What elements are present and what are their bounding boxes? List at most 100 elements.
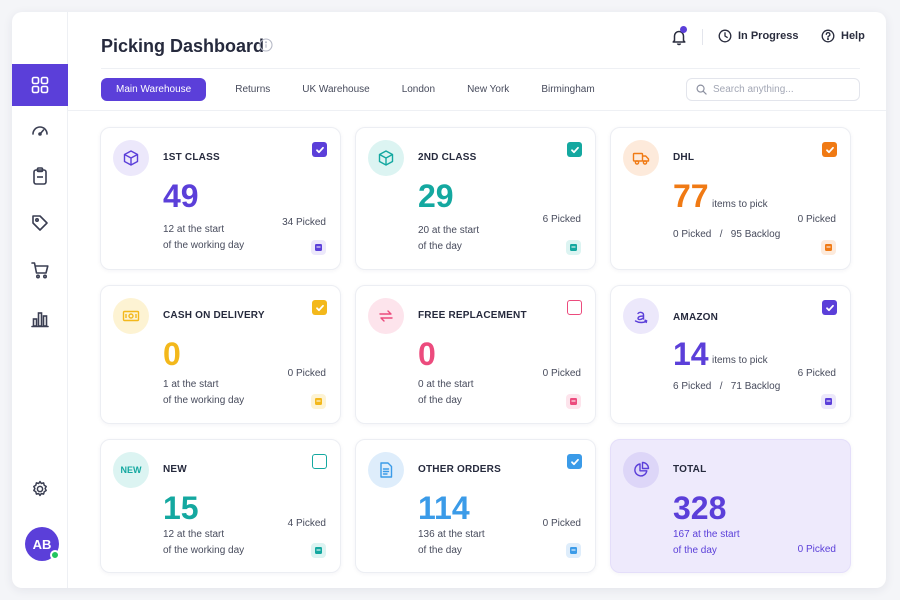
info-icon[interactable]	[259, 38, 273, 52]
bar-chart-icon	[31, 312, 49, 328]
card-start-line: 1 at the start	[163, 379, 219, 390]
tab-new-york[interactable]: New York	[467, 84, 510, 95]
header-divider-line	[101, 68, 860, 69]
card-action[interactable]	[311, 543, 326, 558]
card-new[interactable]: NEW NEW 15 12 at the start of the workin…	[100, 439, 341, 573]
card-picked: 0 Picked	[797, 544, 836, 555]
card-title: NEW	[163, 464, 187, 475]
tab-main-warehouse[interactable]: Main Warehouse	[101, 78, 207, 101]
card-action[interactable]	[821, 394, 836, 409]
card-start-subline: of the day	[418, 545, 462, 556]
card-start-subline: of the day	[673, 545, 717, 556]
card-checkbox[interactable]	[822, 142, 837, 157]
sidebar-item-orders[interactable]	[12, 250, 68, 290]
cart-icon	[31, 262, 49, 279]
card-cash-on-delivery[interactable]: CASH ON DELIVERY 0 1 at the start of the…	[100, 285, 341, 424]
sidebar-item-tasks[interactable]	[12, 156, 68, 196]
card-icon-wrap	[113, 140, 149, 176]
archive-icon	[315, 244, 322, 251]
tab-uk-warehouse[interactable]: UK Warehouse	[302, 84, 370, 95]
card-count: 77	[673, 178, 709, 214]
card-start-line: 12 at the start	[163, 224, 225, 235]
cash-icon	[122, 310, 140, 322]
checkmark-icon	[570, 458, 579, 465]
archive-icon	[570, 244, 577, 251]
card-action[interactable]	[566, 394, 581, 409]
avatar[interactable]: AB	[25, 527, 60, 561]
amazon-icon	[634, 311, 648, 324]
card-title: TOTAL	[673, 464, 707, 475]
in-progress-button[interactable]: In Progress	[718, 29, 799, 43]
card-icon-wrap: NEW	[113, 452, 149, 488]
card-checkbox[interactable]	[312, 300, 327, 315]
warehouse-tabs: Main Warehouse Returns UK Warehouse Lond…	[101, 78, 610, 101]
sidebar-item-reports[interactable]	[12, 299, 68, 339]
card-checkbox[interactable]	[567, 454, 582, 469]
checkmark-icon	[825, 304, 834, 311]
card-count: 49	[163, 178, 199, 214]
search-icon	[696, 84, 707, 95]
card-title: OTHER ORDERS	[418, 464, 501, 475]
card-checkbox[interactable]	[312, 142, 327, 157]
card-picked: 0 Picked	[797, 214, 836, 225]
document-icon	[380, 462, 393, 478]
card-title: AMAZON	[673, 312, 719, 323]
card-action[interactable]	[311, 394, 326, 409]
tab-returns[interactable]: Returns	[235, 84, 271, 95]
card-action[interactable]	[566, 240, 581, 255]
card-action[interactable]	[566, 543, 581, 558]
card-start-subline: of the working day	[163, 240, 245, 251]
card-icon-wrap	[368, 298, 404, 334]
card-2nd-class[interactable]: 2ND CLASS 29 20 at the start of the day …	[355, 127, 596, 270]
archive-icon	[825, 398, 832, 405]
card-action[interactable]	[311, 240, 326, 255]
search-input[interactable]	[713, 84, 853, 95]
card-picked: 6 Picked	[542, 214, 581, 225]
page-title: Picking Dashboard	[101, 36, 265, 56]
sidebar-item-speed[interactable]	[12, 110, 68, 150]
sidebar-item-tags[interactable]	[12, 203, 68, 243]
gear-icon	[33, 480, 47, 497]
card-total: TOTAL 328 167 at the start of the day 0 …	[610, 439, 851, 573]
card-checkbox[interactable]	[567, 300, 582, 315]
card-dhl[interactable]: DHL 77 items to pick 0 Picked / 95 Backl…	[610, 127, 851, 270]
card-stats: 0 Picked / 95 Backlog	[673, 229, 781, 240]
search-box[interactable]	[686, 78, 860, 101]
card-icon-wrap	[368, 452, 404, 488]
card-checkbox[interactable]	[312, 454, 327, 469]
card-count: 14	[673, 336, 709, 372]
tab-london[interactable]: London	[401, 84, 436, 95]
sidebar-item-dashboard[interactable]	[12, 64, 68, 106]
tabs-divider-line	[68, 110, 886, 111]
checkmark-icon	[315, 146, 324, 153]
card-count: 15	[163, 490, 199, 526]
card-picked: 0 Picked	[287, 368, 326, 379]
card-start-line: 167 at the start	[673, 529, 740, 540]
card-picked: 6 Picked	[797, 368, 836, 379]
box-icon	[378, 150, 394, 166]
tag-icon	[32, 215, 48, 231]
card-start-line: 136 at the start	[418, 529, 485, 540]
card-title: 2ND CLASS	[418, 152, 477, 163]
help-button[interactable]: Help	[821, 29, 865, 43]
sidebar: AB	[12, 12, 68, 588]
card-picked: 0 Picked	[542, 518, 581, 529]
checkmark-icon	[825, 146, 834, 153]
card-action[interactable]	[821, 240, 836, 255]
card-free-replacement[interactable]: FREE REPLACEMENT 0 0 at the start of the…	[355, 285, 596, 424]
tab-birmingham[interactable]: Birmingham	[541, 84, 595, 95]
card-start-subline: of the day	[418, 395, 462, 406]
card-icon-wrap	[623, 452, 659, 488]
in-progress-label: In Progress	[738, 30, 799, 42]
sidebar-item-settings[interactable]	[12, 469, 68, 509]
card-1st-class[interactable]: 1ST CLASS 49 12 at the start of the work…	[100, 127, 341, 270]
checkmark-icon	[570, 146, 579, 153]
card-start-line: 12 at the start	[163, 529, 225, 540]
card-checkbox[interactable]	[567, 142, 582, 157]
card-other-orders[interactable]: OTHER ORDERS 114 136 at the start of the…	[355, 439, 596, 573]
archive-icon	[570, 398, 577, 405]
archive-icon	[315, 398, 322, 405]
card-checkbox[interactable]	[822, 300, 837, 315]
card-amazon[interactable]: AMAZON 14 items to pick 6 Picked / 71 Ba…	[610, 285, 851, 424]
card-picked: 34 Picked	[282, 217, 326, 228]
